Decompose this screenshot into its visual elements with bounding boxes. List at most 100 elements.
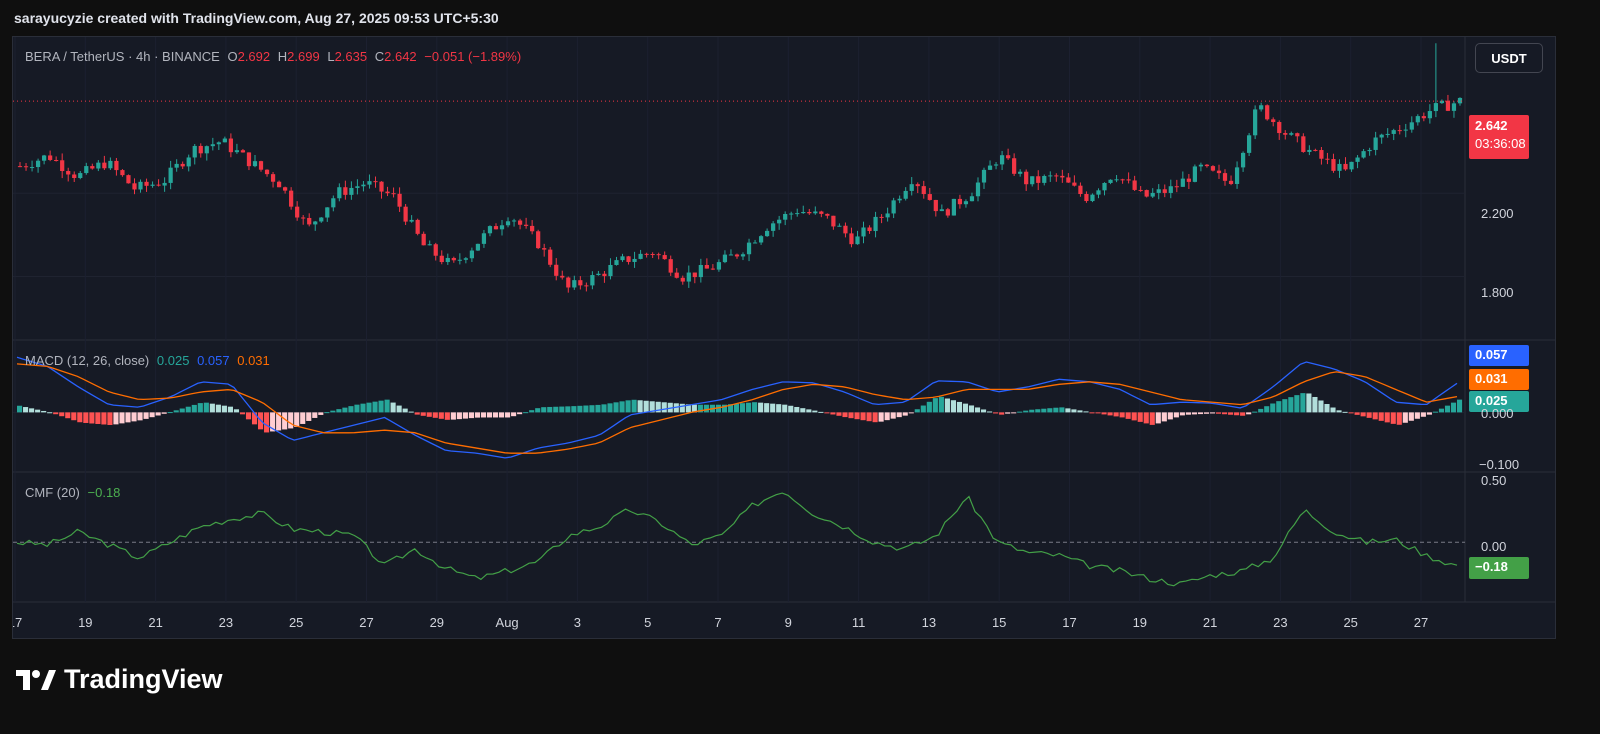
macd-histogram-bar: [1077, 410, 1082, 412]
attribution-text: sarayucyzie created with TradingView.com…: [14, 10, 499, 26]
candle-body: [295, 207, 299, 218]
macd-histogram-bar: [517, 412, 522, 414]
symbol-label[interactable]: BERA / TetherUS · 4h · BINANCE: [25, 49, 220, 64]
candle-body: [193, 146, 197, 158]
macd-histogram-bar: [246, 412, 251, 419]
candle-body: [1410, 122, 1414, 129]
candle: [295, 201, 299, 221]
candle: [626, 256, 630, 265]
macd-histogram-bar: [1421, 412, 1426, 416]
candle: [1145, 190, 1149, 198]
macd-histogram-bar: [987, 411, 992, 412]
candle-body: [1018, 172, 1022, 174]
candle-body: [958, 199, 962, 204]
candle-body: [397, 194, 401, 207]
candle: [831, 216, 835, 230]
candle-body: [367, 181, 371, 184]
macd-histogram-bar: [842, 412, 847, 417]
macd-histogram-bar: [1282, 399, 1287, 412]
candle: [873, 212, 877, 237]
candle-body: [813, 211, 817, 213]
candle-body: [229, 139, 233, 153]
candle-body: [970, 196, 974, 201]
candle: [669, 256, 673, 276]
candle-body: [319, 218, 323, 222]
macd-histogram-bar: [662, 402, 667, 412]
macd-histogram-bar: [644, 401, 649, 413]
candle: [741, 252, 745, 260]
macd-histogram-bar: [71, 412, 76, 420]
candle: [904, 187, 908, 200]
candle-body: [1325, 159, 1329, 160]
chart-canvas[interactable]: [13, 37, 1556, 639]
candle: [1181, 171, 1185, 186]
macd-histogram-bar: [29, 408, 34, 412]
chart-panel[interactable]: BERA / TetherUS · 4h · BINANCE O2.692 H2…: [12, 36, 1556, 639]
candle-body: [271, 174, 275, 182]
macd-histogram-bar: [541, 407, 546, 412]
macd-histogram-bar: [312, 412, 317, 418]
candle: [789, 212, 793, 220]
cmf-label[interactable]: CMF (20): [25, 485, 80, 500]
candle: [693, 273, 697, 284]
candle-body: [952, 199, 956, 216]
candle: [1355, 155, 1359, 168]
candle: [277, 181, 281, 188]
candle: [910, 177, 914, 195]
currency-button[interactable]: USDT: [1475, 43, 1543, 73]
candle: [687, 266, 691, 288]
macd-histogram-bar: [1385, 412, 1390, 422]
candle-body: [301, 218, 305, 219]
macd-histogram-bar: [1210, 412, 1215, 413]
candle: [108, 157, 112, 170]
date-tick-label: 29: [430, 615, 444, 630]
candle-body: [861, 227, 865, 236]
candle: [120, 169, 124, 177]
macd-histogram-bar: [879, 412, 884, 421]
candle-body: [904, 191, 908, 199]
candle: [193, 144, 197, 164]
macd-histogram-bar: [119, 412, 124, 423]
candle-body: [1428, 111, 1432, 118]
candle: [867, 225, 871, 234]
macd-histogram-bar: [1343, 412, 1348, 413]
candle-body: [72, 174, 76, 178]
candle-body: [90, 166, 94, 168]
candle: [235, 144, 239, 154]
macd-tick-neg0100: −0.100: [1479, 457, 1519, 472]
tradingview-logo[interactable]: TradingView: [16, 664, 223, 695]
candle: [560, 271, 564, 280]
macd-label[interactable]: MACD (12, 26, close): [25, 353, 149, 368]
macd-histogram-bar: [1065, 408, 1070, 412]
candle-body: [66, 171, 70, 174]
candle: [1283, 130, 1287, 139]
macd-histogram-bar: [463, 412, 468, 418]
candle-body: [1006, 155, 1010, 158]
candle-body: [916, 184, 920, 186]
candle: [271, 172, 275, 188]
candle: [90, 164, 94, 170]
candle-body: [572, 280, 576, 287]
candle-body: [440, 256, 444, 262]
candle: [928, 188, 932, 201]
cmf-value-badge: −0.18: [1469, 557, 1529, 579]
macd-histogram-bar: [975, 407, 980, 412]
candle-body: [283, 187, 287, 190]
candle-body: [614, 260, 618, 265]
candle: [1120, 179, 1124, 184]
macd-histogram-bar: [945, 399, 950, 413]
candle: [886, 208, 890, 222]
candle-body: [102, 163, 106, 169]
candle-body: [729, 254, 733, 255]
candle: [78, 171, 82, 179]
candle-body: [1169, 186, 1173, 193]
candle: [1054, 173, 1058, 182]
candle: [1090, 193, 1094, 202]
macd-histogram-bar: [1300, 393, 1305, 412]
candle: [1392, 129, 1396, 140]
candle: [614, 257, 618, 266]
candle-body: [657, 254, 661, 255]
candle-body: [1114, 179, 1118, 180]
macd-histogram-bar: [451, 412, 456, 419]
macd-histogram-bar: [1156, 412, 1161, 423]
